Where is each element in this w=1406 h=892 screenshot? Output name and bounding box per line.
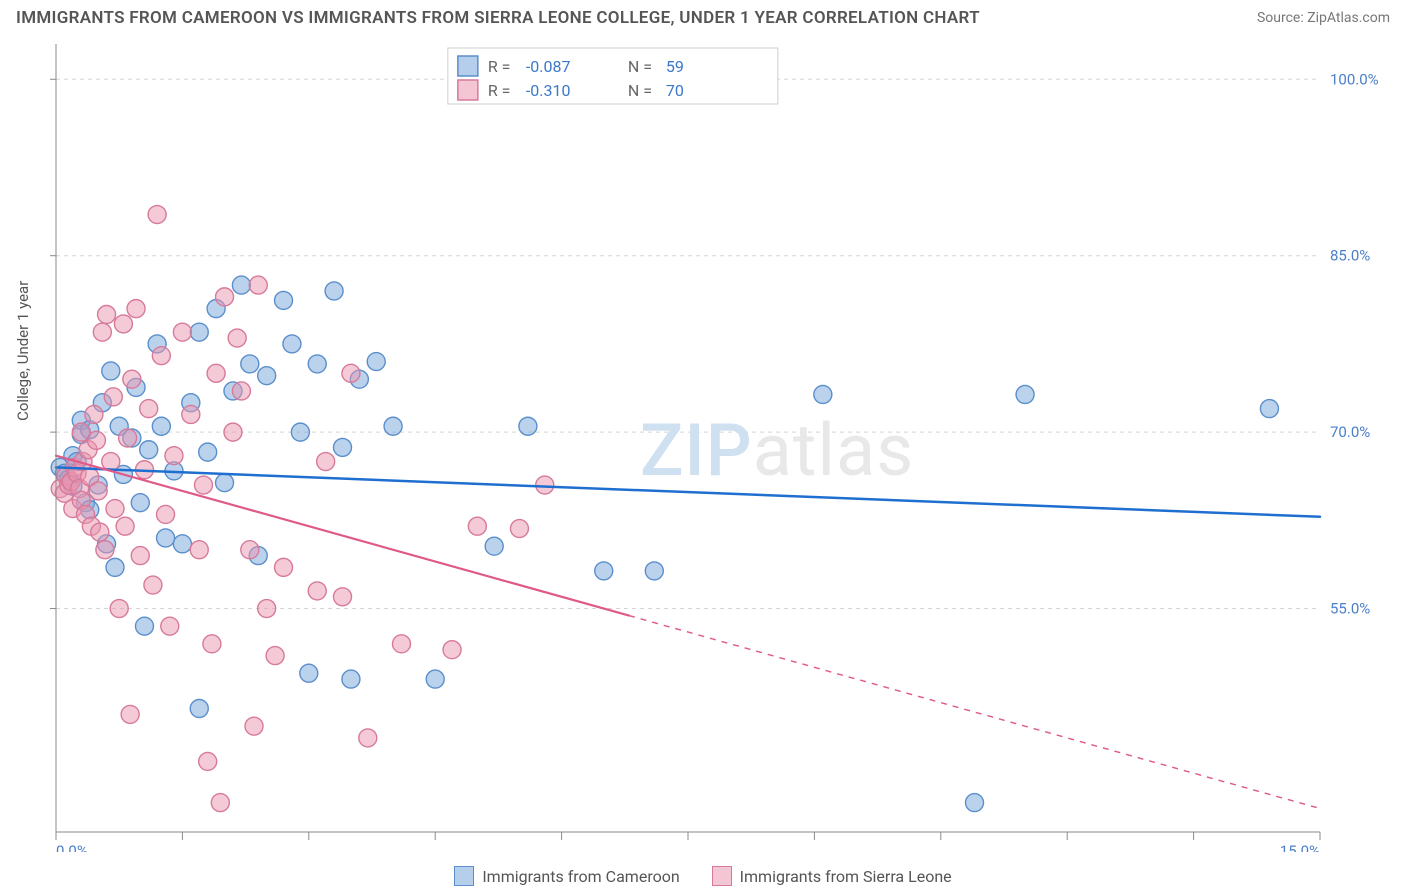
legend: Immigrants from Cameroon Immigrants from… xyxy=(0,866,1406,886)
source-label: Source: ZipAtlas.com xyxy=(1257,10,1390,26)
svg-text:N =: N = xyxy=(628,81,652,100)
svg-text:N =: N = xyxy=(628,57,652,76)
legend-swatch-pink xyxy=(712,866,732,886)
legend-item-sierra: Immigrants from Sierra Leone xyxy=(712,866,952,886)
svg-text:-0.310: -0.310 xyxy=(526,81,571,100)
legend-item-cameroon: Immigrants from Cameroon xyxy=(454,866,679,886)
svg-text:100.0%: 100.0% xyxy=(1330,70,1379,88)
svg-text:R =: R = xyxy=(488,81,511,100)
legend-label-sierra: Immigrants from Sierra Leone xyxy=(740,867,952,886)
svg-text:R =: R = xyxy=(488,57,511,76)
svg-text:-0.087: -0.087 xyxy=(526,57,571,76)
legend-swatch-blue xyxy=(454,866,474,886)
svg-text:15.0%: 15.0% xyxy=(1280,842,1320,852)
svg-text:0.0%: 0.0% xyxy=(56,842,88,852)
svg-text:55.0%: 55.0% xyxy=(1330,600,1370,618)
svg-text:85.0%: 85.0% xyxy=(1330,247,1370,265)
chart-title: IMMIGRANTS FROM CAMEROON VS IMMIGRANTS F… xyxy=(16,8,980,28)
legend-label-cameroon: Immigrants from Cameroon xyxy=(482,867,679,886)
y-axis-label: College, Under 1 year xyxy=(14,280,32,420)
svg-text:70: 70 xyxy=(666,81,684,100)
chart-area: 55.0% 70.0% 85.0% 100.0% 0.0% 15.0% R = -0.087 N… xyxy=(50,38,1390,852)
svg-text:59: 59 xyxy=(666,57,684,76)
svg-text:70.0%: 70.0% xyxy=(1330,423,1370,441)
